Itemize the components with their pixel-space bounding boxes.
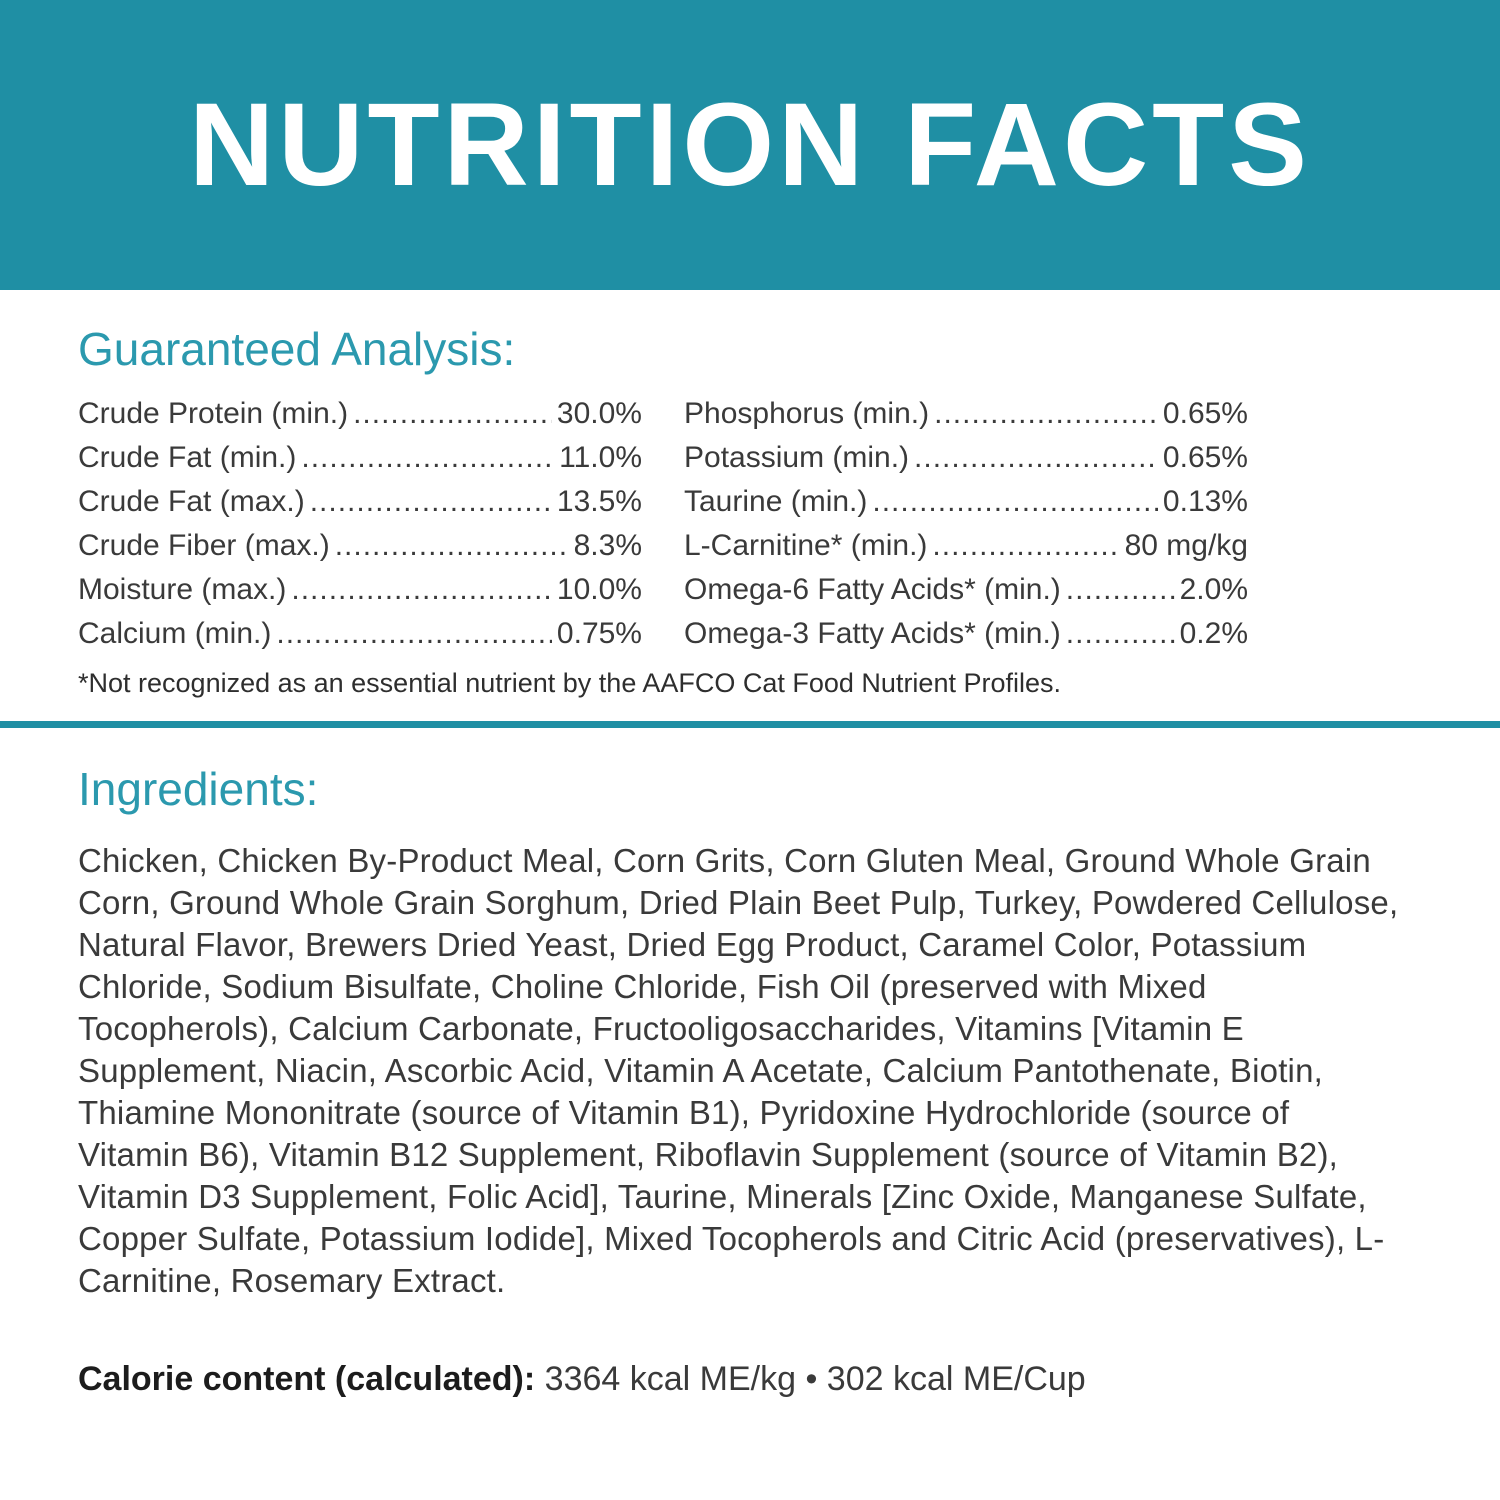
guaranteed-analysis-left-column: Crude Protein (min.) 30.0% Crude Fat (mi… xyxy=(78,392,642,656)
calorie-content-line: Calorie content (calculated): 3364 kcal … xyxy=(78,1360,1422,1399)
nutrient-value: 0.2% xyxy=(1179,617,1248,650)
ingredients-section: Ingredients: Chicken, Chicken By-Product… xyxy=(0,762,1500,1399)
dot-leader xyxy=(335,524,569,568)
dot-leader xyxy=(353,392,552,436)
dot-leader xyxy=(301,436,554,480)
nutrient-value: 8.3% xyxy=(573,529,642,562)
section-divider xyxy=(0,721,1500,728)
dot-leader xyxy=(872,480,1158,524)
dot-leader xyxy=(932,524,1119,568)
dot-leader xyxy=(1066,568,1175,612)
nutrient-label: Crude Fat (min.) xyxy=(78,441,297,474)
nutrient-row: Crude Fat (min.) 11.0% xyxy=(78,436,642,480)
dot-leader xyxy=(276,612,552,656)
nutrient-row: Crude Fiber (max.) 8.3% xyxy=(78,524,642,568)
nutrient-value: 30.0% xyxy=(556,397,642,430)
nutrient-label: Crude Fiber (max.) xyxy=(78,529,330,562)
dot-leader xyxy=(291,568,552,612)
nutrient-label: Crude Protein (min.) xyxy=(78,397,349,430)
nutrient-value: 0.65% xyxy=(1162,397,1248,430)
nutrient-value: 10.0% xyxy=(556,573,642,606)
nutrient-row: Phosphorus (min.) 0.65% xyxy=(684,392,1248,436)
nutrient-row: Crude Fat (max.) 13.5% xyxy=(78,480,642,524)
dot-leader xyxy=(1066,612,1175,656)
dot-leader xyxy=(934,392,1158,436)
nutrient-row: Potassium (min.) 0.65% xyxy=(684,436,1248,480)
nutrient-label: Crude Fat (max.) xyxy=(78,485,305,518)
dot-leader xyxy=(914,436,1158,480)
nutrient-row: Omega-3 Fatty Acids* (min.) 0.2% xyxy=(684,612,1248,656)
nutrient-label: L-Carnitine* (min.) xyxy=(684,529,928,562)
nutrient-row: Calcium (min.) 0.75% xyxy=(78,612,642,656)
ingredients-heading: Ingredients: xyxy=(78,763,319,815)
guaranteed-analysis-section: Guaranteed Analysis: Crude Protein (min.… xyxy=(0,322,1500,699)
nutrient-value: 0.65% xyxy=(1162,441,1248,474)
nutrient-value: 11.0% xyxy=(559,441,642,474)
nutrient-value: 0.75% xyxy=(556,617,642,650)
nutrient-value: 80 mg/kg xyxy=(1124,529,1248,562)
nutrient-row: Omega-6 Fatty Acids* (min.) 2.0% xyxy=(684,568,1248,612)
calorie-content-value: 3364 kcal ME/kg • 302 kcal ME/Cup xyxy=(544,1360,1086,1398)
nutrient-label: Phosphorus (min.) xyxy=(684,397,930,430)
aafco-footnote: *Not recognized as an essential nutrient… xyxy=(78,668,1061,698)
nutrient-row: Taurine (min.) 0.13% xyxy=(684,480,1248,524)
nutrient-row: L-Carnitine* (min.) 80 mg/kg xyxy=(684,524,1248,568)
nutrient-row: Crude Protein (min.) 30.0% xyxy=(78,392,642,436)
nutrient-label: Taurine (min.) xyxy=(684,485,868,518)
nutrient-label: Moisture (max.) xyxy=(78,573,287,606)
guaranteed-analysis-table: Crude Protein (min.) 30.0% Crude Fat (mi… xyxy=(78,392,1248,656)
guaranteed-analysis-right-column: Phosphorus (min.) 0.65% Potassium (min.)… xyxy=(684,392,1248,656)
nutrient-value: 0.13% xyxy=(1162,485,1248,518)
nutrient-label: Calcium (min.) xyxy=(78,617,272,650)
nutrient-label: Omega-3 Fatty Acids* (min.) xyxy=(684,617,1061,650)
banner: NUTRITION FACTS xyxy=(0,0,1500,290)
nutrient-row: Moisture (max.) 10.0% xyxy=(78,568,642,612)
nutrient-value: 13.5% xyxy=(556,485,642,518)
nutrient-label: Potassium (min.) xyxy=(684,441,910,474)
nutrient-value: 2.0% xyxy=(1179,573,1248,606)
page-title: NUTRITION FACTS xyxy=(189,79,1311,211)
ingredients-text: Chicken, Chicken By-Product Meal, Corn G… xyxy=(78,842,1399,1299)
calorie-content-label: Calorie content (calculated): xyxy=(78,1360,536,1398)
dot-leader xyxy=(310,480,552,524)
guaranteed-analysis-heading: Guaranteed Analysis: xyxy=(78,323,516,375)
nutrient-label: Omega-6 Fatty Acids* (min.) xyxy=(684,573,1061,606)
